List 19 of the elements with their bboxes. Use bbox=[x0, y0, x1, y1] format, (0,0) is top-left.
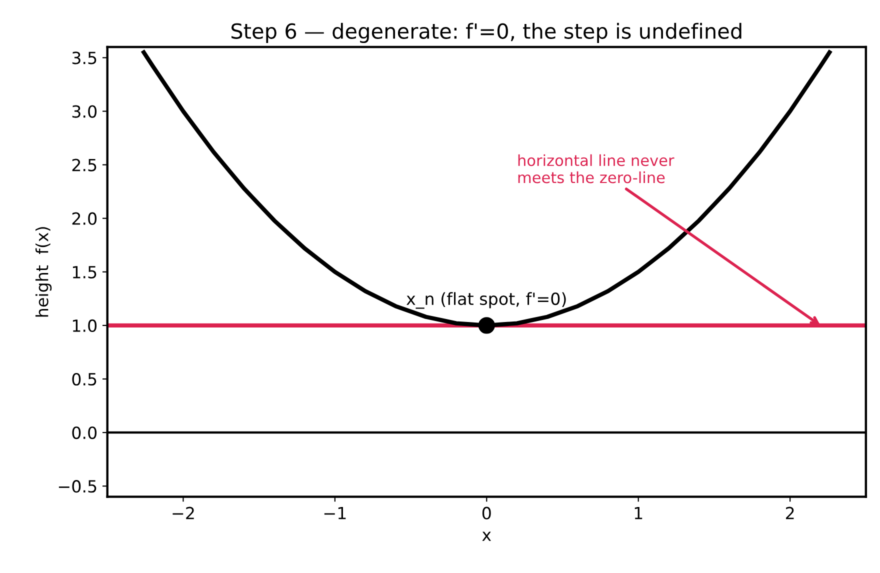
y-tick-label: 0.5 bbox=[72, 372, 96, 386]
y-tick-label: −0.5 bbox=[58, 480, 96, 493]
x-tick-label: −1 bbox=[324, 507, 346, 520]
x-tick-label: 1 bbox=[634, 507, 642, 520]
y-tick-label: 3.5 bbox=[72, 52, 96, 64]
y-tick-label: 3.0 bbox=[72, 105, 97, 118]
chart-title: Step 6 — degenerate: f'=0, the step is undefined bbox=[231, 22, 742, 43]
y-tick-label: 1.5 bbox=[72, 266, 96, 278]
y-tick-label: 2.0 bbox=[72, 212, 97, 225]
x-tick-label: −2 bbox=[172, 506, 194, 520]
x-tick-label: 2 bbox=[786, 506, 794, 520]
y-tick-label: 2.5 bbox=[72, 158, 96, 172]
y-axis-title: height f(x) bbox=[35, 227, 52, 317]
y-tick-label: 1.0 bbox=[72, 319, 97, 332]
annotation: horizontal line never meets the zero-line bbox=[518, 154, 674, 184]
x-tick-label: 0 bbox=[482, 506, 491, 520]
y-tick-label: 0.0 bbox=[72, 426, 97, 440]
annotation: x_n (flat spot, f'=0) bbox=[406, 292, 566, 309]
x-axis-title: x bbox=[482, 532, 492, 541]
